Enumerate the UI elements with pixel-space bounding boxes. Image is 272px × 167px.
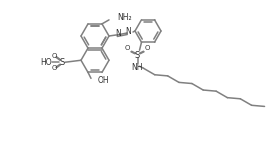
Text: O: O — [145, 45, 150, 51]
Text: S: S — [59, 58, 65, 67]
Text: HO: HO — [40, 58, 52, 67]
Text: O: O — [51, 53, 57, 59]
Text: NH: NH — [132, 63, 143, 72]
Text: O: O — [51, 65, 57, 71]
Text: N: N — [115, 29, 121, 38]
Text: N: N — [125, 27, 131, 36]
Text: OH: OH — [98, 76, 110, 85]
Text: S: S — [135, 51, 140, 60]
Text: O: O — [125, 45, 130, 51]
Text: NH₂: NH₂ — [117, 13, 132, 22]
